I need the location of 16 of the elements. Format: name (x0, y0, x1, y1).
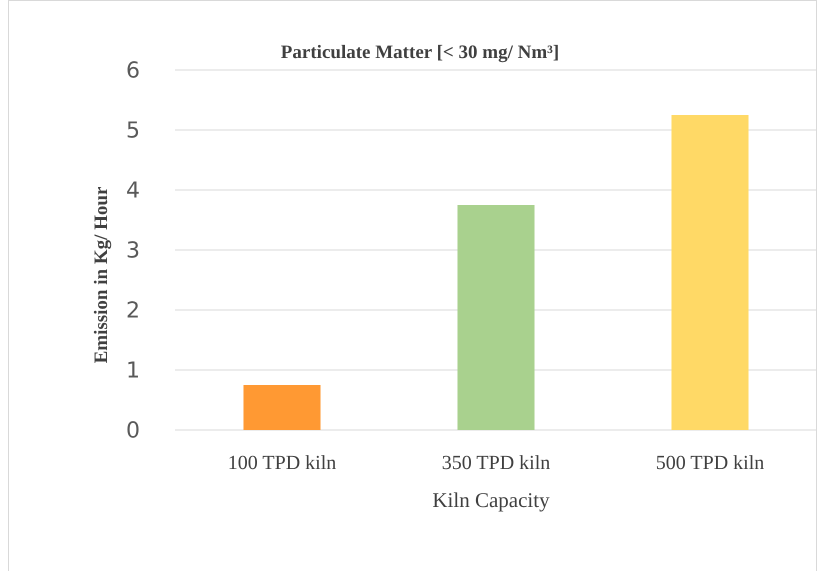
chart-title: Particulate Matter [< 30 mg/ Nm³] (280, 42, 560, 63)
y-tick-label: 6 (126, 58, 140, 84)
y-tick-label: 5 (126, 118, 140, 144)
bar (243, 385, 321, 430)
y-tick-label: 0 (126, 418, 140, 444)
y-tick-label: 2 (126, 298, 140, 324)
x-tick-label: 500 TPD kiln (656, 452, 764, 474)
x-tick-label: 350 TPD kiln (442, 452, 550, 474)
y-tick-label: 3 (126, 238, 140, 264)
y-tick-label: 1 (126, 358, 140, 384)
x-axis-title: Kiln Capacity (432, 488, 550, 512)
bar (671, 115, 749, 430)
x-tick-label: 100 TPD kiln (228, 452, 336, 474)
y-axis-title: Emission in Kg/ Hour (91, 186, 112, 364)
bar (457, 205, 535, 430)
y-tick-label: 4 (126, 178, 140, 204)
